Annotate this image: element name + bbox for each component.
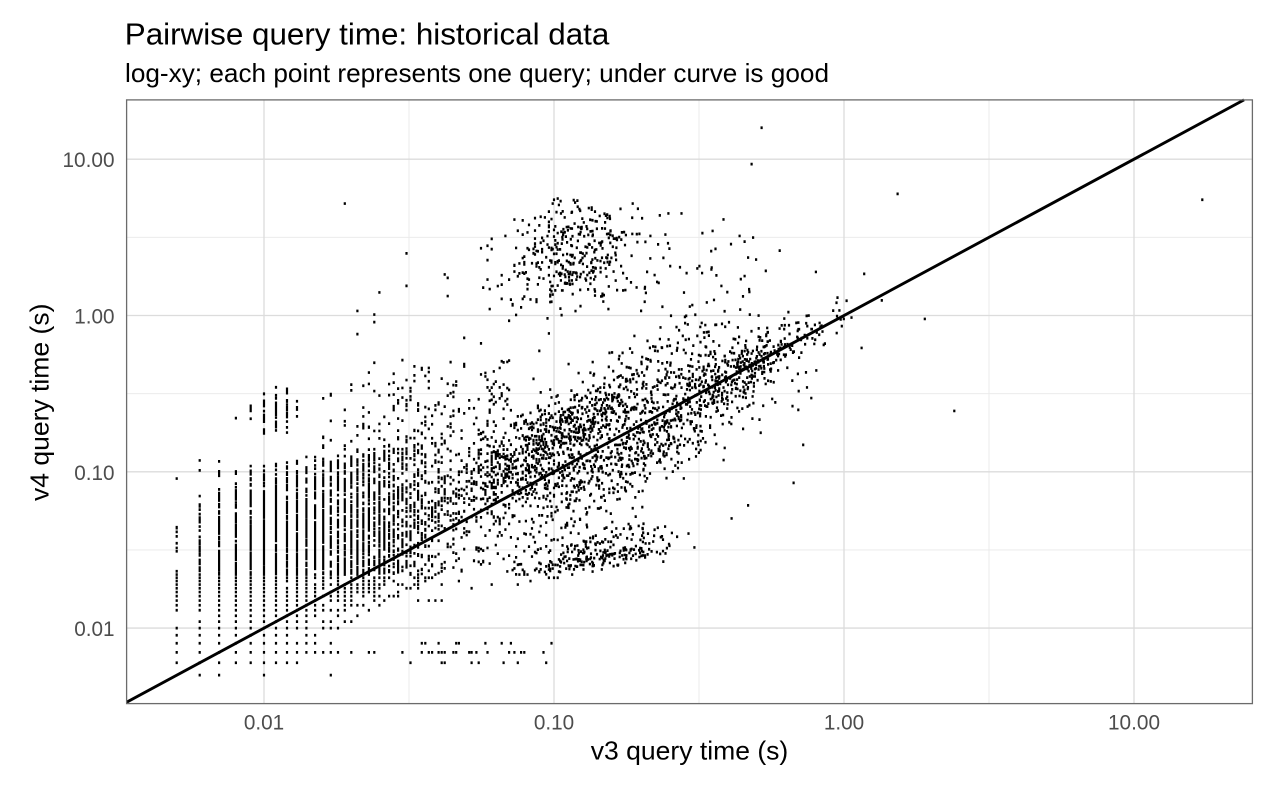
- svg-text:0.10: 0.10: [74, 462, 114, 485]
- svg-text:0.10: 0.10: [534, 711, 574, 734]
- svg-text:0.01: 0.01: [244, 711, 284, 734]
- svg-text:log-xy; each point represents: log-xy; each point represents one query;…: [125, 58, 829, 88]
- svg-text:Pairwise query time: historica: Pairwise query time: historical data: [125, 16, 610, 51]
- svg-text:1.00: 1.00: [824, 711, 864, 734]
- svg-text:10.00: 10.00: [1108, 711, 1160, 734]
- svg-text:10.00: 10.00: [63, 149, 115, 172]
- svg-text:0.01: 0.01: [74, 618, 114, 641]
- svg-text:v4 query time (s): v4 query time (s): [24, 304, 54, 502]
- svg-text:1.00: 1.00: [74, 306, 114, 329]
- svg-text:v3 query time (s): v3 query time (s): [591, 735, 789, 765]
